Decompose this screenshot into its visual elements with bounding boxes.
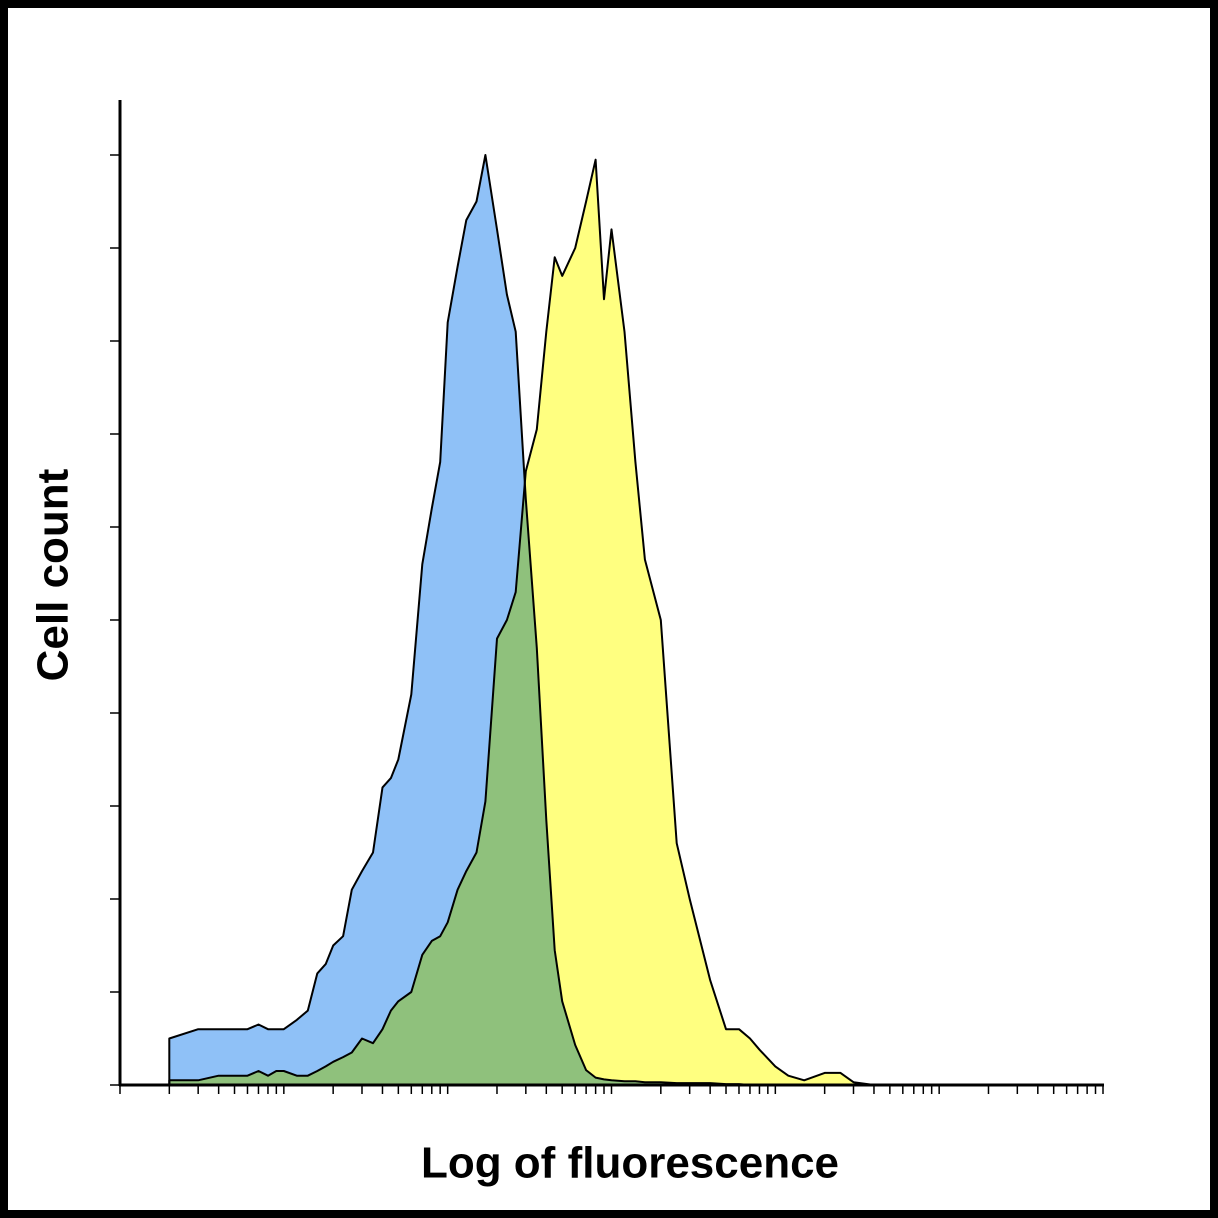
x-axis-label: Log of fluorescence [421, 1139, 839, 1188]
histogram-area [168, 158, 875, 1086]
y-axis-label: Cell count [29, 468, 78, 681]
